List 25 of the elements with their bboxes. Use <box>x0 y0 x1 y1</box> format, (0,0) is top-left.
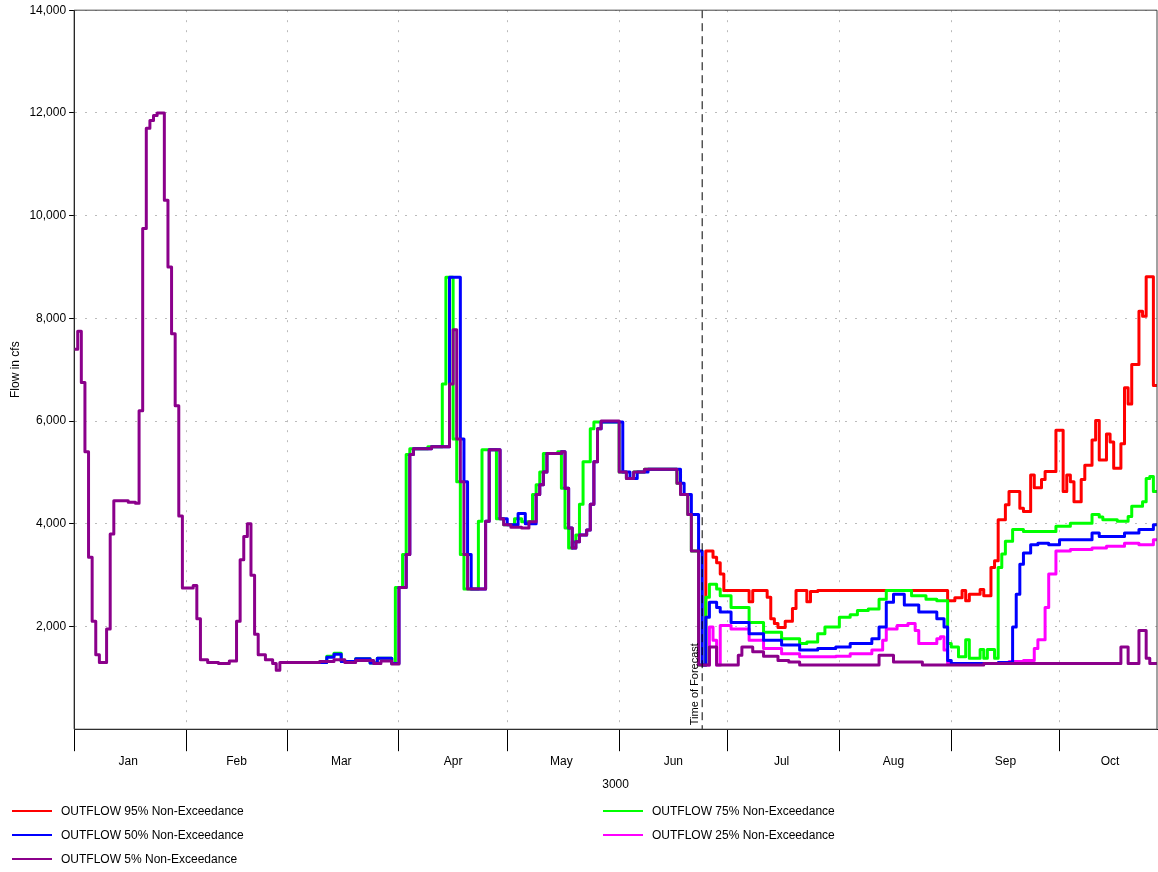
y-tick-label: 10,000 <box>29 207 67 222</box>
x-tick-label: May <box>550 753 573 768</box>
ref-line-label: Time of Forecast <box>687 643 700 726</box>
x-tick-label: Apr <box>443 753 463 768</box>
y-tick-label: 4,000 <box>36 516 67 531</box>
x-tick-label: Jan <box>118 753 138 768</box>
legend-label: OUTFLOW 95% Non-Exceedance <box>61 804 244 818</box>
y-tick-label: 6,000 <box>36 413 67 428</box>
x-tick-label: Aug <box>882 753 905 768</box>
x-axis-title: 3000 <box>602 777 630 792</box>
legend-label: OUTFLOW 25% Non-Exceedance <box>652 828 835 842</box>
legend-label: OUTFLOW 75% Non-Exceedance <box>652 804 835 818</box>
x-tick-label: Sep <box>994 753 1017 768</box>
x-tick-label: Jul <box>773 753 790 768</box>
x-tick-label: Jun <box>663 753 683 768</box>
legend-label: OUTFLOW 50% Non-Exceedance <box>61 828 244 842</box>
y-axis-title: Flow in cfs <box>7 341 22 399</box>
y-tick-label: 8,000 <box>36 310 67 325</box>
x-tick-label: Feb <box>226 753 248 768</box>
y-tick-label: 12,000 <box>29 105 67 120</box>
y-tick-label: 2,000 <box>36 618 67 633</box>
y-tick-label: 14,000 <box>29 2 67 17</box>
x-tick-label: Oct <box>1100 753 1121 768</box>
legend-label: OUTFLOW 5% Non-Exceedance <box>61 852 238 866</box>
x-tick-label: Mar <box>330 753 352 768</box>
